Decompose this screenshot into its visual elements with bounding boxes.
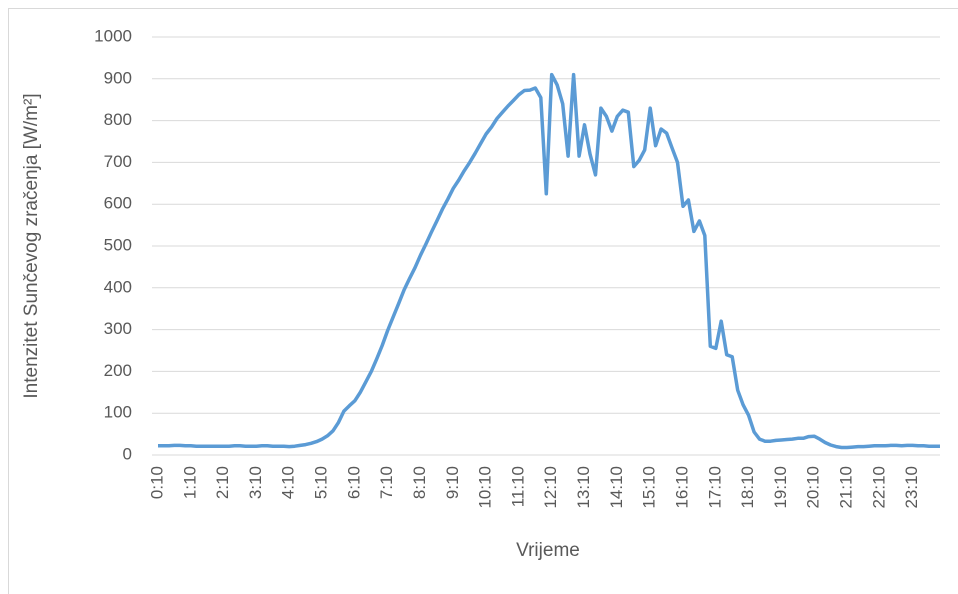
x-tick-label: 3:10	[246, 466, 265, 499]
y-tick-label: 700	[104, 152, 132, 171]
x-tick-label: 20:10	[804, 466, 823, 509]
y-tick-label: 100	[104, 403, 132, 422]
y-axis-title: Intenzitet Sunčevog zračenja [W/m²]	[21, 93, 42, 398]
x-tick-label: 7:10	[377, 466, 396, 499]
x-tick-label: 9:10	[443, 466, 462, 499]
x-tick-label: 13:10	[574, 466, 593, 509]
x-tick-label: 19:10	[771, 466, 790, 509]
x-tick-label: 14:10	[607, 466, 626, 509]
x-axis-title: Vrijeme	[516, 540, 580, 561]
y-tick-label: 1000	[94, 26, 132, 45]
y-tick-label: 900	[104, 68, 132, 87]
x-tick-label: 1:10	[180, 466, 199, 499]
x-tick-label: 17:10	[705, 466, 724, 509]
x-tick-label: 11:10	[508, 466, 527, 507]
chart-frame	[8, 8, 958, 594]
y-tick-label: 400	[104, 277, 132, 296]
x-tick-label: 4:10	[279, 466, 298, 499]
x-tick-label: 18:10	[738, 466, 757, 509]
x-tick-label: 6:10	[344, 466, 363, 499]
x-tick-label: 2:10	[213, 466, 232, 499]
x-tick-label: 21:10	[837, 466, 856, 509]
y-tick-label: 600	[104, 194, 132, 213]
x-tick-label: 12:10	[541, 466, 560, 509]
data-line	[158, 72, 940, 450]
y-tick-label: 300	[104, 319, 132, 338]
x-tick-label: 22:10	[869, 466, 888, 509]
y-tick-label: 200	[104, 361, 132, 380]
x-tick-label: 5:10	[312, 466, 331, 499]
x-tick-label: 10:10	[476, 466, 495, 509]
x-tick-label: 16:10	[672, 466, 691, 509]
x-tick-label: 15:10	[640, 466, 659, 509]
x-tick-label: 8:10	[410, 466, 429, 499]
y-tick-label: 0	[123, 444, 132, 463]
y-tick-label: 500	[104, 235, 132, 254]
x-tick-label: 0:10	[147, 466, 166, 499]
y-tick-label: 800	[104, 110, 132, 129]
x-tick-label: 23:10	[902, 466, 921, 509]
